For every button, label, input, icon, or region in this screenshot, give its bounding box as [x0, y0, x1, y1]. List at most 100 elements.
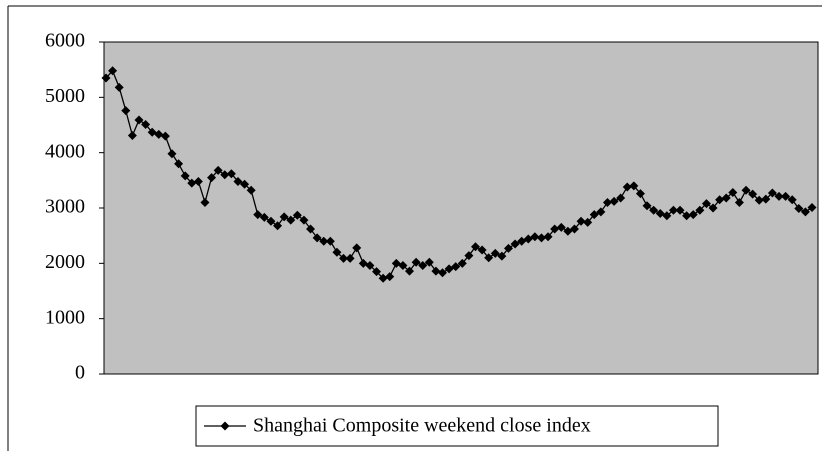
data-point	[484, 253, 494, 263]
data-point	[457, 258, 467, 268]
data-point	[187, 178, 197, 188]
data-point	[530, 232, 540, 242]
data-point	[609, 196, 619, 206]
data-point	[781, 191, 791, 201]
data-point	[497, 251, 507, 261]
data-point	[319, 236, 329, 246]
data-point	[741, 185, 751, 195]
y-tick-label: 1000	[45, 306, 85, 328]
data-point	[378, 273, 388, 283]
data-point	[398, 261, 408, 271]
data-point	[312, 233, 322, 243]
data-point	[339, 253, 349, 263]
data-point	[642, 201, 652, 211]
data-point	[418, 261, 428, 271]
data-point	[596, 207, 606, 217]
data-point	[174, 159, 184, 169]
data-point	[193, 176, 203, 186]
data-point	[734, 197, 744, 207]
data-point	[325, 236, 335, 246]
y-tick-label: 4000	[45, 140, 85, 162]
data-point	[134, 115, 144, 125]
data-point	[556, 222, 566, 232]
data-point	[576, 216, 586, 226]
data-point	[299, 215, 309, 225]
y-tick-label: 3000	[45, 196, 85, 218]
data-point	[635, 189, 645, 199]
data-point	[213, 165, 223, 175]
data-point	[761, 194, 771, 204]
data-point	[767, 188, 777, 198]
data-point	[127, 131, 137, 141]
data-point	[226, 169, 236, 179]
legend-box	[195, 405, 719, 447]
data-point	[405, 266, 415, 276]
data-point	[220, 170, 230, 180]
data-point	[754, 195, 764, 205]
data-point	[141, 119, 151, 129]
data-point	[240, 179, 250, 189]
data-point	[794, 204, 804, 214]
data-point	[438, 268, 448, 278]
data-point	[688, 210, 698, 220]
data-point	[543, 232, 553, 242]
data-point	[602, 197, 612, 207]
data-point	[622, 182, 632, 192]
data-point	[510, 239, 520, 249]
y-tick-label: 2000	[45, 251, 85, 273]
data-point	[464, 251, 474, 261]
data-point	[616, 193, 626, 203]
data-point	[807, 202, 817, 212]
data-point	[787, 195, 797, 205]
data-point	[800, 207, 810, 217]
data-point	[352, 243, 362, 253]
data-point	[180, 171, 190, 181]
data-point	[675, 205, 685, 215]
data-point	[728, 188, 738, 198]
data-point	[365, 261, 375, 271]
data-point	[306, 224, 316, 234]
data-point	[114, 82, 124, 92]
data-point	[108, 66, 118, 76]
data-point	[273, 221, 283, 231]
legend-label: Shanghai Composite weekend close index	[253, 415, 591, 437]
data-point	[451, 262, 461, 272]
data-point	[708, 203, 718, 213]
data-point	[649, 205, 659, 215]
data-point	[695, 205, 705, 215]
data-point	[682, 211, 692, 221]
y-tick-label: 5000	[45, 85, 85, 107]
data-point	[411, 257, 421, 267]
data-point	[292, 210, 302, 220]
data-point	[259, 212, 269, 222]
data-point	[253, 210, 263, 220]
data-point	[477, 245, 487, 255]
data-point	[668, 205, 678, 215]
data-point	[721, 193, 731, 203]
data-point	[167, 149, 177, 159]
data-point	[629, 181, 639, 191]
y-tick-label: 6000	[45, 30, 85, 52]
data-point	[470, 242, 480, 252]
data-point	[101, 73, 111, 83]
data-point	[385, 272, 395, 282]
data-point	[286, 215, 296, 225]
data-point	[154, 129, 164, 139]
data-point	[490, 248, 500, 258]
data-point	[266, 216, 276, 226]
data-point	[431, 266, 441, 276]
data-point	[424, 257, 434, 267]
data-point	[345, 253, 355, 263]
data-point	[774, 191, 784, 201]
data-point	[503, 243, 513, 253]
data-point	[715, 195, 725, 205]
data-point	[550, 224, 560, 234]
data-point	[200, 197, 210, 207]
data-point	[121, 106, 131, 116]
data-point	[246, 185, 256, 195]
legend-marker	[220, 421, 230, 431]
data-point	[589, 210, 599, 220]
data-point	[372, 267, 382, 277]
data-point	[332, 247, 342, 257]
